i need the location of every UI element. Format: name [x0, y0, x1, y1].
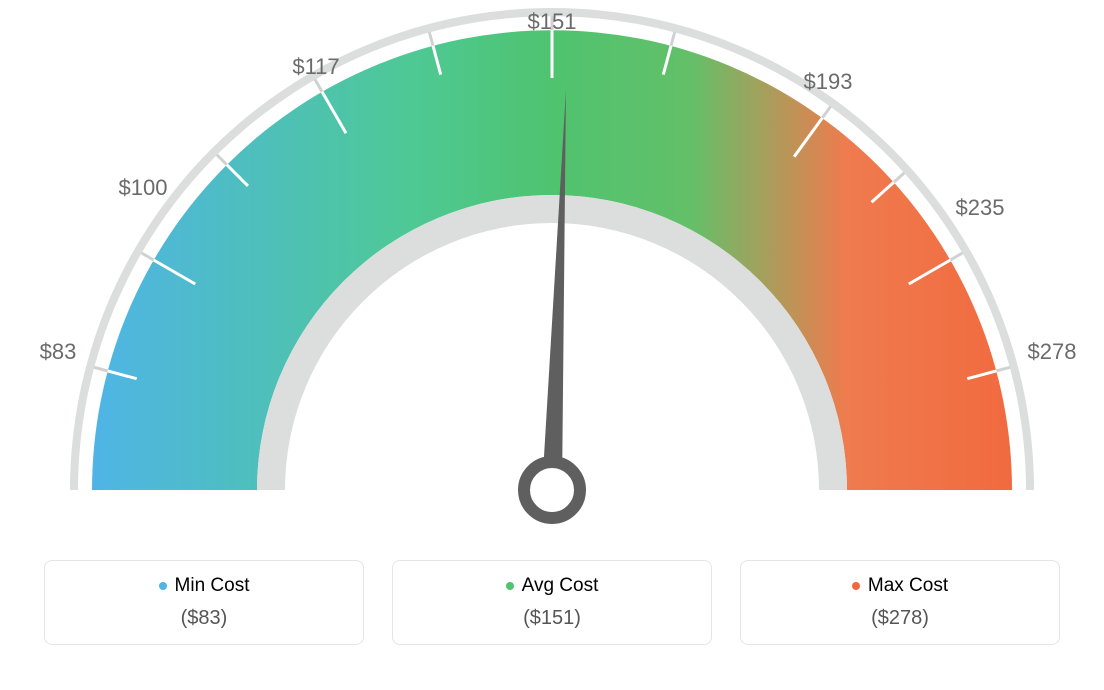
gauge-tick-label: $193 [804, 69, 853, 95]
gauge-tick-label: $151 [528, 9, 577, 35]
gauge-svg [0, 0, 1104, 560]
gauge-tick-label: $83 [40, 339, 77, 365]
gauge-tick-label: $117 [292, 54, 339, 80]
legend-row: Min Cost ($83) Avg Cost ($151) Max Cost … [0, 560, 1104, 645]
legend-label-avg: Avg Cost [522, 575, 599, 597]
legend-value-min: ($83) [55, 607, 353, 630]
legend-title-avg: Avg Cost [506, 575, 599, 597]
legend-title-max: Max Cost [852, 575, 948, 597]
legend-value-avg: ($151) [403, 607, 701, 630]
legend-dot-avg [506, 582, 514, 590]
legend-card-max: Max Cost ($278) [740, 560, 1060, 645]
legend-label-min: Min Cost [175, 575, 250, 597]
legend-label-max: Max Cost [868, 575, 948, 597]
legend-title-min: Min Cost [159, 575, 250, 597]
cost-gauge-chart: $83 $100 $117 $151 $193 $235 $278 [0, 0, 1104, 560]
gauge-tick-label: $235 [956, 195, 1005, 221]
legend-card-min: Min Cost ($83) [44, 560, 364, 645]
legend-value-max: ($278) [751, 607, 1049, 630]
gauge-tick-label: $100 [119, 175, 168, 201]
legend-dot-min [159, 582, 167, 590]
legend-dot-max [852, 582, 860, 590]
gauge-tick-label: $278 [1028, 339, 1077, 365]
legend-card-avg: Avg Cost ($151) [392, 560, 712, 645]
